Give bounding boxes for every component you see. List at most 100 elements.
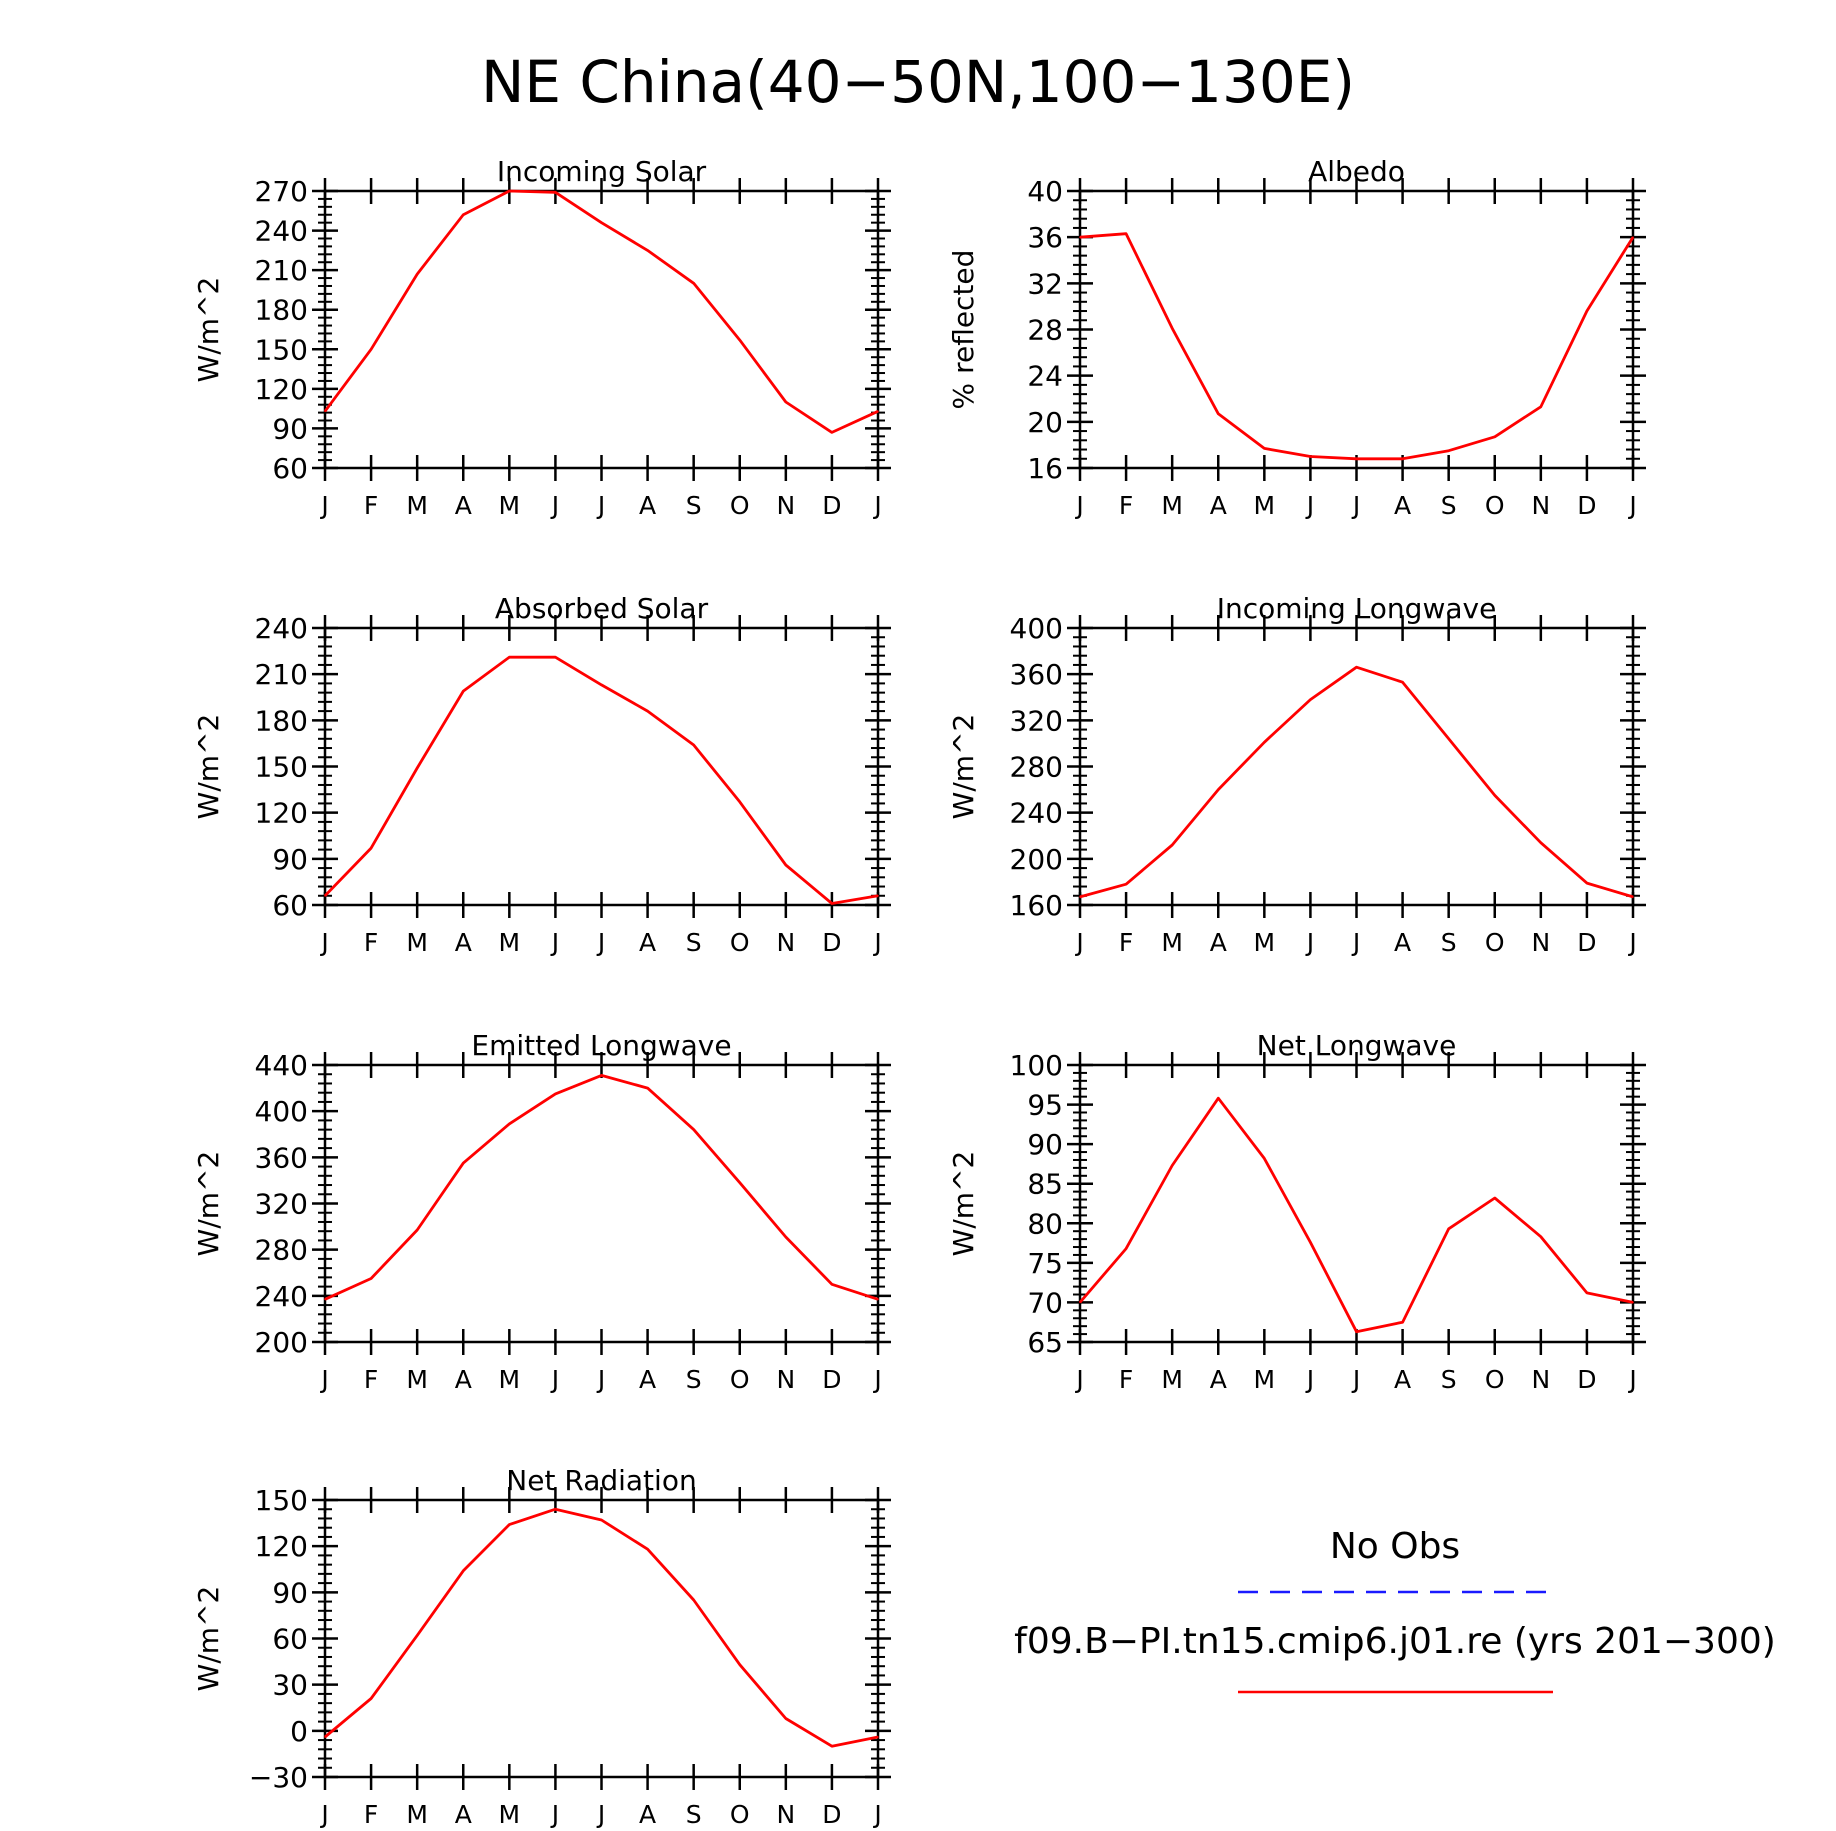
data-point: [1540, 1235, 1542, 1238]
y-tick-label: 150: [255, 1484, 308, 1517]
y-tick-label: 180: [255, 294, 308, 327]
y-tick-label: 440: [255, 1049, 308, 1082]
x-tick-label: J: [1074, 928, 1083, 957]
x-tick-label: D: [822, 1365, 841, 1394]
data-point: [646, 249, 649, 252]
x-tick-label: A: [455, 1365, 472, 1394]
x-tick-label: O: [730, 491, 750, 520]
y-tick-label: 360: [1010, 658, 1063, 691]
series-line: [323, 189, 879, 434]
data-point: [877, 894, 879, 897]
data-point: [1263, 741, 1266, 744]
y-axis-label: W/m^2: [947, 714, 980, 820]
x-tick-label: O: [1485, 491, 1505, 520]
y-tick-label: 30: [272, 1669, 308, 1702]
y-tick-label: 240: [255, 1280, 308, 1313]
series-line: [324, 1074, 879, 1301]
data-point: [646, 710, 649, 712]
x-tick-label: S: [686, 491, 702, 520]
data-point: [1125, 232, 1127, 235]
x-tick-label: A: [1210, 491, 1227, 520]
x-tick-label: A: [455, 1800, 472, 1829]
data-point: [785, 401, 787, 403]
x-tick-label: F: [364, 928, 378, 957]
x-tick-label: J: [319, 1800, 328, 1829]
y-tick-label: 0: [290, 1715, 308, 1748]
x-tick-label: N: [1531, 928, 1550, 957]
data-point: [646, 1548, 649, 1551]
x-tick-label: D: [822, 928, 841, 957]
y-tick-label: 320: [1010, 704, 1063, 737]
x-tick-label: A: [1210, 928, 1227, 957]
data-point: [1355, 666, 1358, 669]
y-tick-label: −30: [249, 1761, 308, 1794]
data-point: [600, 684, 603, 686]
data-point: [831, 902, 833, 905]
y-tick-label: 28: [1027, 314, 1063, 347]
y-tick-label: 240: [1010, 797, 1063, 830]
y-axis-label: W/m^2: [192, 277, 225, 383]
data-point: [738, 801, 741, 803]
x-tick-label: J: [1627, 928, 1636, 957]
x-tick-label: M: [499, 928, 521, 957]
x-tick-label: J: [319, 928, 328, 957]
data-point: [462, 1569, 465, 1572]
data-point: [508, 1523, 511, 1526]
x-tick-label: A: [639, 491, 656, 520]
data-point: [1309, 698, 1312, 701]
data-point: [1079, 1301, 1081, 1304]
y-tick-label: 20: [1027, 406, 1063, 439]
data-point: [416, 273, 418, 275]
x-tick-label: A: [1210, 1365, 1227, 1394]
data-point: [692, 282, 695, 285]
y-axis-label: W/m^2: [947, 1151, 980, 1257]
x-tick-label: M: [406, 1800, 428, 1829]
data-point: [1586, 1292, 1588, 1294]
main-title: NE China(40−50N,100−130E): [481, 48, 1355, 116]
y-tick-label: 32: [1027, 267, 1063, 300]
y-tick-label: 360: [255, 1141, 308, 1174]
data-point: [324, 410, 326, 413]
y-tick-label: 70: [1027, 1286, 1063, 1319]
data-point: [1125, 883, 1127, 886]
x-tick-label: J: [1074, 1365, 1083, 1394]
series-line: [1078, 1096, 1634, 1334]
plot-frame: [323, 1498, 880, 1779]
y-tick-label: 90: [272, 1576, 308, 1609]
y-tick-label: 36: [1027, 221, 1063, 254]
x-tick-label: M: [499, 491, 521, 520]
x-tick-label: A: [639, 1365, 656, 1394]
x-tick-label: A: [639, 928, 656, 957]
y-tick-label: 80: [1027, 1207, 1063, 1240]
data-point: [416, 1634, 418, 1637]
y-tick-label: 280: [255, 1234, 308, 1267]
x-tick-label: M: [406, 928, 428, 957]
x-tick-label: S: [686, 1800, 702, 1829]
x-tick-label: J: [1074, 491, 1083, 520]
x-tick-label: A: [455, 928, 472, 957]
data-point: [785, 864, 787, 866]
x-tick-label: J: [1627, 1365, 1636, 1394]
x-tick-label: A: [639, 1800, 656, 1829]
x-tick-label: M: [1254, 928, 1276, 957]
data-point: [508, 190, 511, 192]
y-tick-label: 90: [272, 412, 308, 445]
series-line: [324, 1507, 879, 1748]
data-point: [738, 339, 741, 341]
x-tick-label: N: [776, 1800, 795, 1829]
x-tick-label: J: [872, 491, 881, 520]
data-point: [370, 1697, 372, 1700]
y-axis-label: W/m^2: [192, 714, 225, 820]
x-tick-label: A: [1394, 928, 1411, 957]
x-tick-label: O: [1485, 928, 1505, 957]
x-tick-label: J: [596, 1365, 605, 1394]
x-tick-label: J: [1305, 1365, 1314, 1394]
data-point: [462, 213, 465, 216]
x-tick-label: F: [364, 1800, 378, 1829]
data-point: [370, 847, 372, 849]
y-tick-label: 150: [255, 333, 308, 366]
data-point: [1217, 412, 1220, 415]
data-point: [554, 1093, 557, 1095]
y-axis-label: % reflected: [947, 250, 980, 410]
